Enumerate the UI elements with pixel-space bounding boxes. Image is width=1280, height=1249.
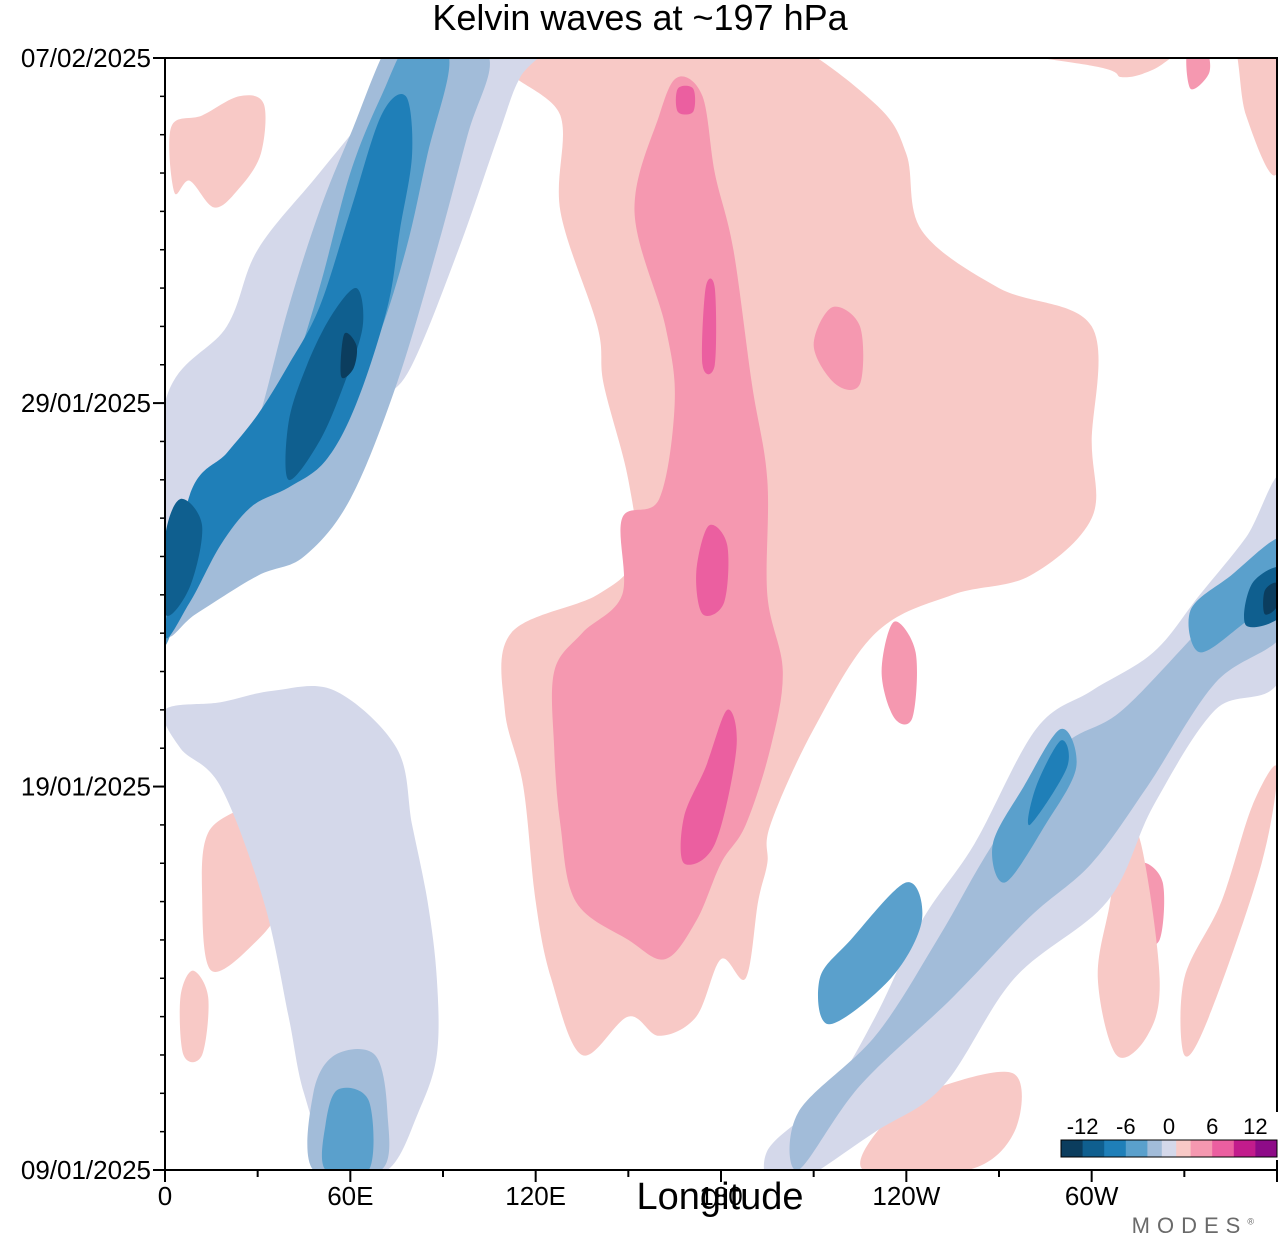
neg-right-6a xyxy=(817,882,923,1025)
colorbar-swatch xyxy=(1161,1140,1177,1157)
brand-mark: ® xyxy=(1247,1216,1254,1227)
colorbar-label: -6 xyxy=(1116,1114,1136,1139)
colorbar-swatch xyxy=(1125,1140,1148,1157)
neg-right-15 xyxy=(1263,582,1277,615)
x-axis-label: Longitude xyxy=(636,1176,804,1218)
x-tick-label: 180 xyxy=(699,1181,742,1211)
pos-band-3c xyxy=(881,621,917,725)
y-tick-label: 09/01/2025 xyxy=(21,1155,151,1185)
x-tick-label: 120W xyxy=(872,1181,940,1211)
pos-band-6a xyxy=(680,709,737,865)
colorbar-frame xyxy=(1060,1139,1278,1158)
neg-band-12b xyxy=(165,498,203,616)
pos-band-3b xyxy=(813,306,864,390)
colorbar-swatch xyxy=(1233,1140,1256,1157)
pos-east-2 xyxy=(1180,765,1277,1057)
colorbar-swatch xyxy=(1082,1140,1105,1157)
y-tick-label: 29/01/2025 xyxy=(21,388,151,418)
y-tick-label: 07/02/2025 xyxy=(21,43,151,73)
x-axis: 0 60E 120E 180 120W 60W xyxy=(158,1170,1278,1211)
pos-west-top xyxy=(169,95,266,208)
y-tick-label: 19/01/2025 xyxy=(21,772,151,802)
neg-right-6c xyxy=(1188,538,1277,653)
colorbar-label: 6 xyxy=(1206,1114,1218,1139)
colorbar-swatch xyxy=(1061,1140,1084,1157)
brand-text: MODES xyxy=(1131,1213,1248,1238)
colorbar-swatch xyxy=(1212,1140,1235,1157)
neg-band-1b xyxy=(165,686,439,1170)
colorbar: -12 -6 0 6 12 xyxy=(1059,1112,1279,1160)
pos-top-right xyxy=(1040,58,1277,176)
pos-band-6d xyxy=(675,85,696,115)
colorbar-label: 0 xyxy=(1163,1114,1175,1139)
neg-band-9 xyxy=(165,93,413,639)
neg-right-3 xyxy=(789,557,1277,1170)
colorbar-swatch xyxy=(1255,1140,1278,1157)
contour-field xyxy=(165,58,1277,1170)
colorbar-swatch xyxy=(1104,1140,1127,1157)
pos-bottom xyxy=(860,1071,1022,1170)
x-tick-label: 60W xyxy=(1065,1181,1119,1211)
neg-band-15 xyxy=(340,332,358,379)
colorbar-label: 12 xyxy=(1243,1114,1267,1139)
x-tick-label: 0 xyxy=(158,1181,172,1211)
colorbar-swatch xyxy=(1147,1140,1163,1157)
colorbar-swatch xyxy=(1190,1140,1213,1157)
pos-west-small xyxy=(179,970,209,1063)
neg-right-9 xyxy=(1027,740,1069,826)
x-tick-label: 60E xyxy=(327,1181,373,1211)
modes-logo: MODES® xyxy=(1132,1213,1254,1239)
y-axis: 09/01/2025 19/01/2025 29/01/2025 07/02/2025 xyxy=(21,43,165,1185)
neg-bottom-6 xyxy=(321,1087,374,1170)
pos-band-6c xyxy=(702,278,717,375)
colorbar-label: -12 xyxy=(1067,1114,1099,1139)
pos-band-3e xyxy=(1186,58,1211,90)
pos-band-6b xyxy=(696,524,729,616)
chart-title: Kelvin waves at ~197 hPa xyxy=(432,0,848,38)
colorbar-swatch xyxy=(1176,1140,1192,1157)
x-tick-label: 120E xyxy=(505,1181,566,1211)
pos-east-1 xyxy=(1097,819,1160,1058)
